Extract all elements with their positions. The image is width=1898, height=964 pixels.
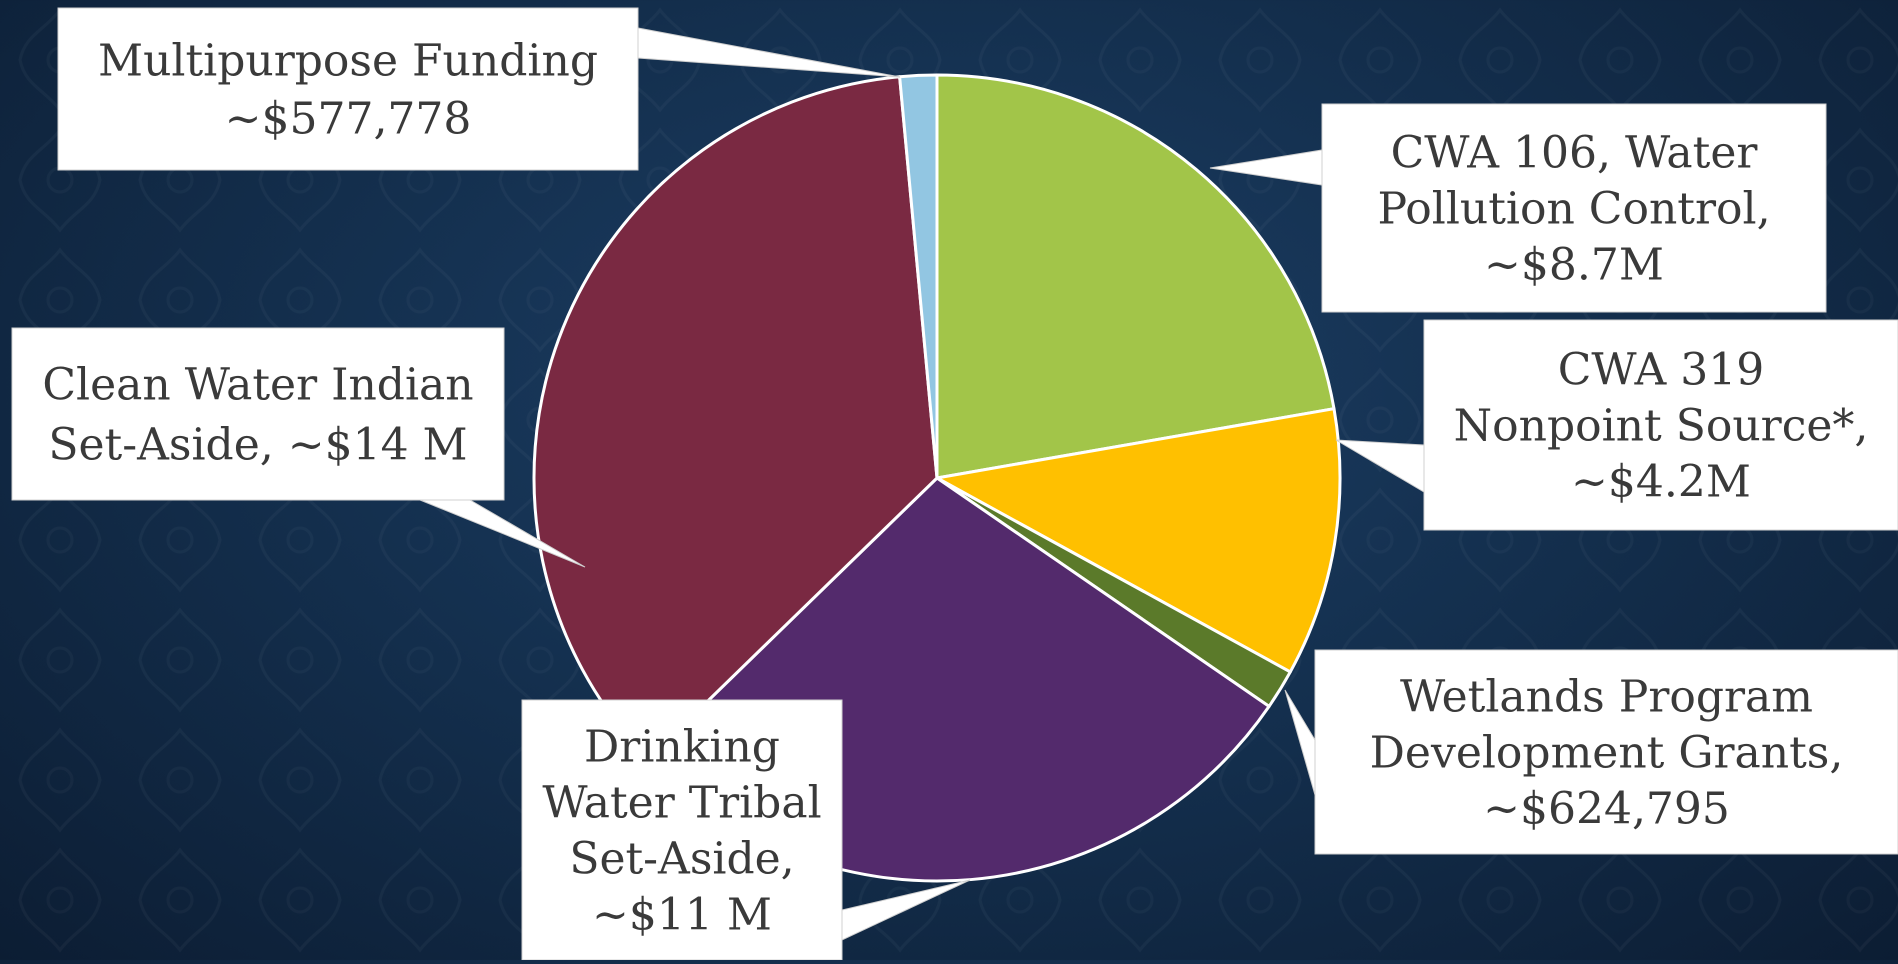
label-line: ~$8.7M	[1484, 239, 1664, 290]
label-box	[58, 8, 638, 170]
label-line: Water Tribal	[542, 777, 821, 828]
label-line: Nonpoint Source*,	[1454, 400, 1869, 451]
label-line: Set-Aside,	[569, 833, 794, 884]
label-line: ~$577,778	[225, 93, 472, 144]
label-line: CWA 319	[1558, 344, 1764, 395]
label-line: Set-Aside, ~$14 M	[48, 419, 467, 470]
label-line: ~$624,795	[1483, 783, 1730, 834]
label-line: ~$11 M	[592, 889, 772, 940]
slice-label-5: Multipurpose Funding ~$577,778	[58, 8, 638, 170]
label-line: Development Grants,	[1370, 727, 1844, 778]
label-line: Multipurpose Funding	[98, 35, 598, 86]
label-line: Drinking	[584, 721, 780, 772]
label-line: ~$4.2M	[1571, 456, 1751, 507]
label-line: Clean Water Indian	[42, 359, 473, 410]
slice-label-4: Clean Water Indian Set-Aside, ~$14 M	[12, 328, 504, 500]
label-line: Pollution Control,	[1377, 183, 1770, 234]
label-line: Wetlands Program	[1400, 671, 1813, 722]
label-box	[12, 328, 504, 500]
label-line: CWA 106, Water	[1391, 127, 1759, 178]
